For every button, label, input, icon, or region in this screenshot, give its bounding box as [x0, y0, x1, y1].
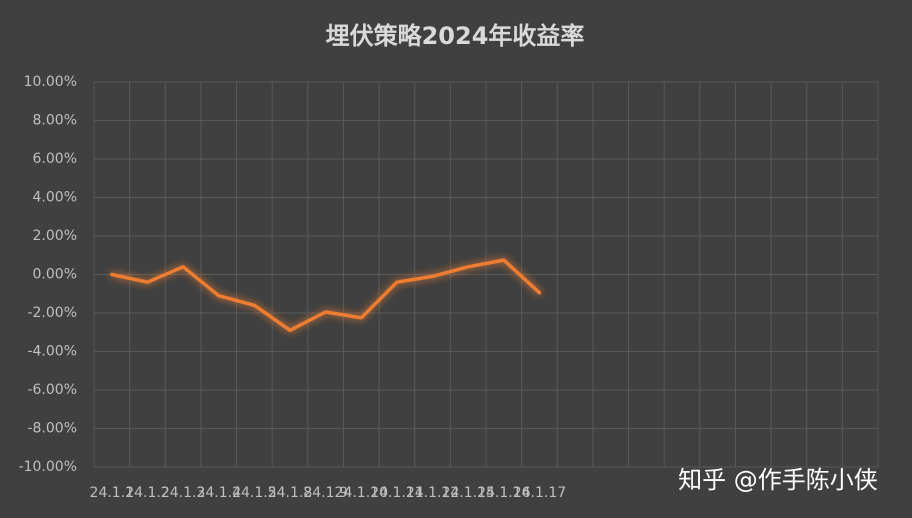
x-tick-label: 24.1.9 [303, 485, 348, 501]
plot-area: -10.00% -8.00% -6.00% -4.00% -2.00% 0.00% 2.00… [19, 74, 879, 501]
y-tick-label: -10.00% [19, 459, 77, 475]
watermark: 知乎 @作手陈小侠 [678, 466, 878, 494]
x-tick-label: 24.1.11 [370, 485, 423, 501]
y-tick-label: -6.00% [27, 382, 77, 398]
y-tick-label: 10.00% [24, 74, 77, 90]
x-tick-label: 24.1.12 [406, 485, 459, 501]
x-tick-label: 24.1.8 [268, 485, 313, 501]
x-tick-label: 24.1.5 [232, 485, 277, 501]
y-tick-label: 6.00% [33, 151, 77, 167]
y-tick-label: 8.00% [33, 113, 77, 129]
x-tick-label: 24.1.17 [513, 485, 566, 501]
y-tick-label: -4.00% [27, 344, 77, 360]
x-tick-label: 24.1.4 [196, 485, 241, 501]
y-tick-label: -8.00% [27, 421, 77, 437]
y-tick-label: 4.00% [33, 190, 77, 206]
x-tick-label: 24.1.16 [477, 485, 531, 501]
x-tick-label: 24.1.2 [125, 485, 170, 501]
x-tick-label: 24.1.10 [335, 485, 388, 501]
y-tick-label: -2.00% [27, 305, 77, 321]
data-line [110, 258, 542, 333]
x-tick-label: 24.1.1 [90, 485, 135, 501]
y-tick-label: 2.00% [33, 228, 77, 244]
x-tick-label: 24.1.15 [441, 485, 494, 501]
y-tick-label: 0.00% [33, 267, 77, 283]
x-tick-label: 24.1.3 [161, 485, 206, 501]
chart-title: 埋伏策略2024年收益率 [326, 22, 585, 50]
